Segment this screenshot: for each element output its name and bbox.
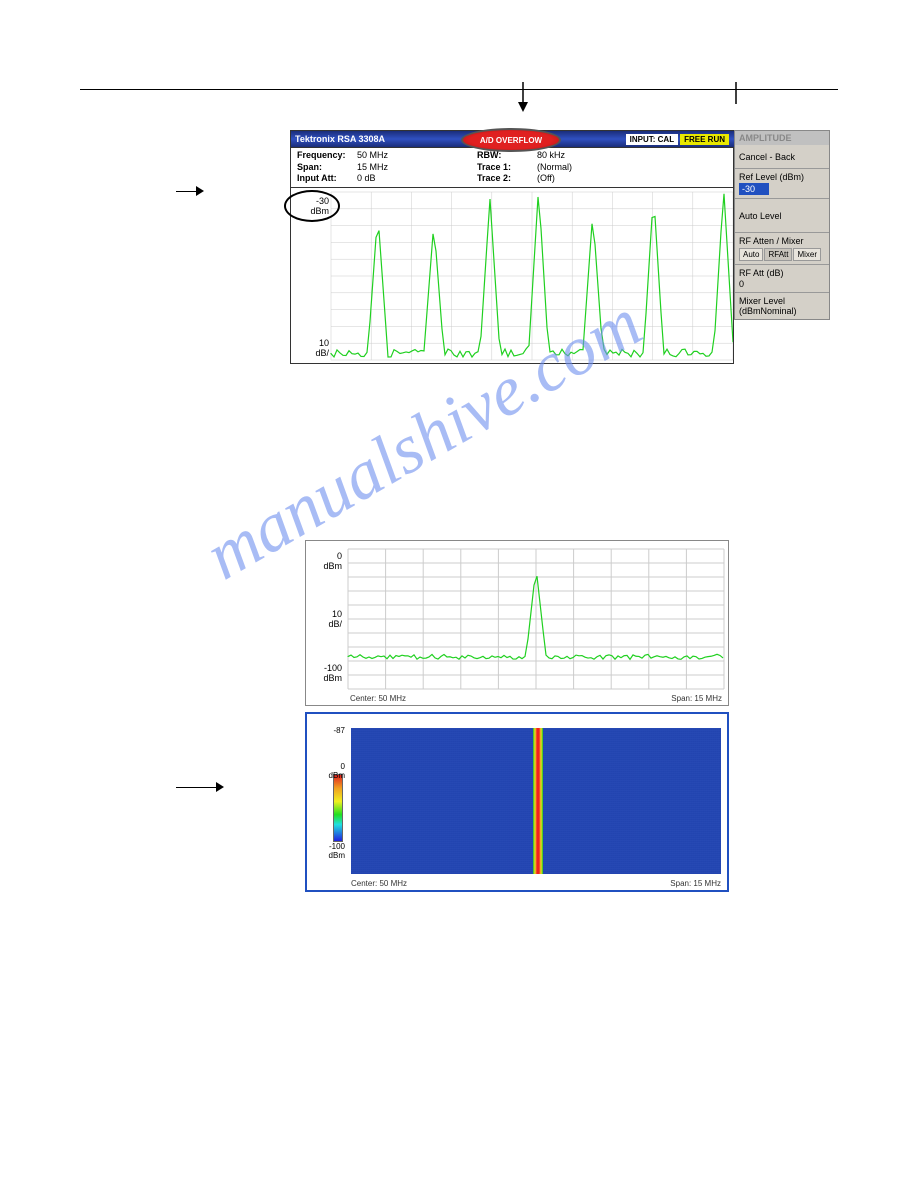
colorbar-top-label: 0dBm bbox=[321, 762, 345, 780]
callout-arrow-overflow bbox=[515, 82, 531, 116]
scale-readout: 10 dB/ bbox=[293, 338, 329, 358]
callout-arrow-reflevel bbox=[176, 186, 204, 196]
spectrum-chart: -30 dBm 10 dB/ bbox=[290, 188, 734, 364]
rf-att-button[interactable]: RF Att (dB) 0 bbox=[735, 265, 829, 293]
rf-atten-mixer-button[interactable]: RF Atten / Mixer Auto RFAtt Mixer bbox=[735, 233, 829, 265]
spectrogram-span-label: Span: 15 MHz bbox=[670, 879, 721, 888]
center-freq-label: Center: 50 MHz bbox=[350, 694, 406, 703]
product-name: Tektronix RSA 3308A bbox=[295, 134, 385, 144]
free-run-badge: FREE RUN bbox=[680, 134, 729, 145]
mixer-mini-button[interactable]: Mixer bbox=[793, 248, 821, 261]
mixer-level-button[interactable]: Mixer Level (dBmNominal) bbox=[735, 293, 829, 319]
auto-level-button[interactable]: Auto Level bbox=[735, 199, 829, 233]
input-cal-badge: INPUT: CAL bbox=[626, 134, 678, 145]
spectrogram-signal-line bbox=[533, 728, 543, 874]
y-scale-label: 10dB/ bbox=[306, 609, 342, 629]
auto-mini-button[interactable]: Auto bbox=[739, 248, 763, 261]
panel-title-amplitude: AMPLITUDE bbox=[735, 131, 829, 145]
y-top-label: 0dBm bbox=[306, 551, 342, 571]
spectrogram-colorbar bbox=[333, 774, 343, 842]
ad-overflow-indicator: A/D OVERFLOW bbox=[461, 128, 561, 152]
settings-info-bar: Frequency:50 MHz Span:15 MHz Input Att:0… bbox=[290, 148, 734, 188]
rfatt-mini-button[interactable]: RFAtt bbox=[764, 248, 792, 261]
spectrogram-center-label: Center: 50 MHz bbox=[351, 879, 407, 888]
page-header-divider bbox=[80, 60, 838, 90]
spectrogram-top-tick: -87 bbox=[325, 726, 345, 735]
span-label: Span: 15 MHz bbox=[671, 694, 722, 703]
ref-level-button[interactable]: Ref Level (dBm) -30 bbox=[735, 169, 829, 199]
ref-level-value: -30 bbox=[739, 183, 769, 195]
colorbar-bot-label: -100dBm bbox=[321, 842, 345, 860]
cancel-back-button[interactable]: Cancel - Back bbox=[735, 145, 829, 169]
y-bottom-label: -100dBm bbox=[306, 663, 342, 683]
spectrogram-view: -87 0dBm -100dBm Center: 50 MHz Span: 15… bbox=[305, 712, 729, 892]
amplitude-side-panel: AMPLITUDE Cancel - Back Ref Level (dBm) … bbox=[734, 130, 830, 320]
callout-oval-reflevel bbox=[284, 190, 340, 222]
callout-arrow-spectrogram bbox=[176, 782, 224, 792]
spectrum-chart-lower: 0dBm 10dB/ -100dBm Center: 50 MHz Span: … bbox=[305, 540, 729, 706]
callout-arrow-sidepanel bbox=[728, 82, 744, 116]
